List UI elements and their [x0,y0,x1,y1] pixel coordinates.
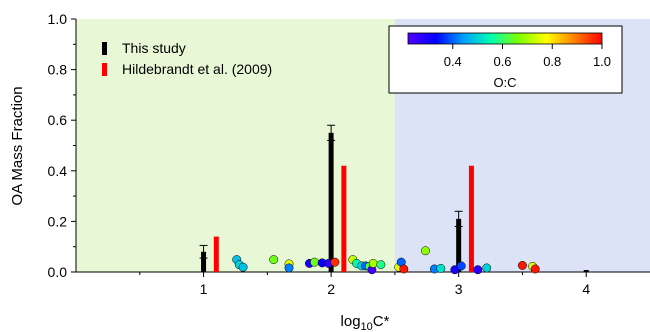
scatter-point [269,255,279,265]
colorbar-tick-label: 0.4 [444,54,462,69]
legend-swatch-this-study [102,42,107,55]
colorbar-tick-label: 1.0 [593,54,611,69]
scatter-point [421,246,430,256]
colorbar-title: O:C [493,75,516,90]
y-tick-label: 0.4 [48,163,68,179]
x-tick-label: 1 [200,281,208,297]
y-tick-label: 1.0 [48,11,68,27]
x-axis-title: log10C* [341,313,390,332]
legend-label-this-study: This study [122,40,186,56]
x-axis-title-tail: C* [373,313,390,330]
colorbar: 0.4 0.6 0.8 1.0 O:C [388,25,623,94]
x-axis-title-main: log [341,313,361,330]
bar-this-study [456,218,462,272]
scatter-point [482,263,492,273]
x-tick-label: 3 [455,281,463,297]
scatter-point [517,260,527,270]
bars [199,124,589,272]
bar-hildebrandt [213,236,219,272]
colorbar-tick-label: 0.6 [493,54,511,69]
axes: 0.0 0.2 0.4 0.6 0.8 1.0 1 2 3 4 [48,11,650,297]
axis-titles: OA Mass Fraction log10C* [9,86,390,332]
colorbar-ticks: 0.4 0.6 0.8 1.0 [444,44,611,69]
scatter-point [368,258,378,268]
scatter-point [330,257,340,267]
scatter-point [238,262,248,272]
y-axis-title: OA Mass Fraction [9,86,26,205]
bar-hildebrandt [341,165,347,272]
scatter-point [530,264,540,274]
y-tick-label: 0.2 [48,213,68,229]
bar-this-study [583,270,589,272]
background-region-0 [76,19,395,272]
colorbar-tick-label: 0.8 [543,54,561,69]
x-tick-label: 4 [582,281,590,297]
bar-this-study [201,251,207,272]
y-tick-label: 0.8 [48,62,68,78]
scatter-point [399,264,409,274]
legend-swatch-hildebrandt [102,63,107,76]
scatter-point [456,261,466,271]
y-tick-label: 0.6 [48,112,68,128]
scatter-point [376,260,386,270]
legend: This study Hildebrandt et al. (2009) [102,40,272,77]
y-tick-label: 0.0 [48,264,68,280]
x-axis-title-sub: 10 [361,321,373,332]
scatter-point [436,264,446,273]
scatter-point [284,263,294,273]
bar-hildebrandt [468,165,474,272]
scatter-point [473,265,483,275]
scatter-points [232,246,540,275]
x-tick-label: 2 [327,281,335,297]
scatter-point [310,257,319,267]
bar-this-study [328,132,334,272]
legend-label-hildebrandt: Hildebrandt et al. (2009) [122,61,272,77]
colorbar-gradient [407,32,603,45]
